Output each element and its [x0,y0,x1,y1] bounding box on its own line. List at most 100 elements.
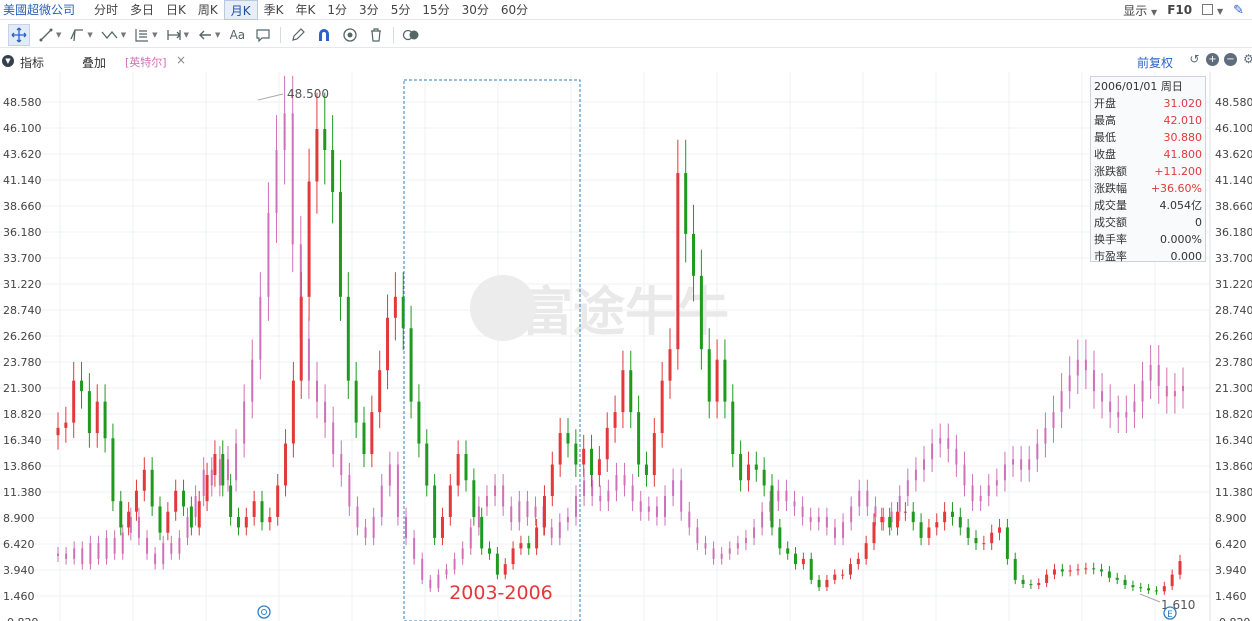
candle-body [1060,569,1064,572]
candle-body [338,191,342,297]
candle-body [615,475,618,491]
stock-name[interactable]: 美國超微公司 [3,3,76,17]
candle-body [158,506,162,533]
period-tab[interactable]: 30分 [461,3,489,17]
candle-body [639,501,642,512]
display-menu[interactable]: 显示 ▼ [1123,2,1157,19]
measure-tool[interactable]: ▼ [166,24,189,46]
candle-body [1084,568,1088,570]
indicator-button[interactable]: 指标 [20,56,45,70]
info-row: 最高 42.010 [1091,112,1205,129]
info-key: 涨跌额 [1094,165,1127,178]
text-tool[interactable]: Aa [228,24,246,46]
y-tick-label-right: 11.380 [1215,486,1252,499]
candle-body [315,129,319,182]
overlay-button[interactable]: 叠加 [82,56,107,70]
period-tab[interactable]: 多日 [130,3,155,17]
candle-body [704,543,707,549]
candle-body [456,454,460,486]
channel-tool[interactable]: ▼ [69,24,93,46]
y-tick-label-right: 33.700 [1215,252,1252,265]
candle-body [283,113,286,151]
y-tick-label-left: 48.580 [3,96,42,109]
candle-body [243,401,246,444]
pen-icon[interactable]: ✎ [1233,2,1244,18]
candle-body [229,485,233,517]
candle-body [848,564,852,575]
max-marker-line [257,93,284,101]
candle-body [1101,391,1104,402]
candle-body [331,150,335,192]
candle-body [914,469,917,481]
period-tab[interactable]: 3分 [359,3,379,17]
candle-body [753,527,756,538]
kline-chart[interactable]: 富途牛牛 2003-2006 48.500 1.610 48.580 48.580… [0,72,1252,621]
undo-icon[interactable]: ↺ [1189,52,1200,66]
y-tick-label-left: 38.660 [3,200,42,213]
candle-body [244,516,248,528]
f10-button[interactable]: F10 [1167,3,1193,17]
info-value: 31.020 [1163,97,1203,110]
candle-body [864,543,868,559]
fibonacci-tool[interactable]: ▼ [134,24,158,46]
line-tool[interactable]: ▼ [38,24,61,46]
layout-menu[interactable]: ▼ [1202,3,1223,17]
candle-body [607,490,610,502]
candle-body [684,173,688,234]
wave-tool[interactable]: ▼ [101,24,126,46]
event-marker-icon[interactable] [257,605,271,619]
close-icon[interactable]: × [176,53,187,67]
info-row: 成交额 0 [1091,214,1205,231]
period-tab[interactable]: 15分 [422,3,450,17]
period-tab[interactable]: 周K [197,3,218,17]
period-tab[interactable]: 1分 [327,3,348,17]
highlight-range-box[interactable] [403,79,581,621]
candle-body [966,527,970,538]
zoom-out-icon[interactable]: − [1224,53,1237,66]
candle-body [923,459,926,470]
candle-body [906,480,909,496]
draw-tool[interactable] [289,24,307,46]
visibility-tool[interactable] [341,24,359,46]
info-key: 最低 [1094,131,1116,144]
top-right-controls: 显示 ▼ F10 ▼ ✎ [1123,0,1244,20]
candle-body [64,422,68,428]
candle-body [943,511,947,523]
candle-body [1107,571,1111,578]
arrow-tool[interactable]: ▼ [197,24,220,46]
candle-body [785,490,788,502]
period-tab[interactable]: 季K [263,3,284,17]
watermark: 富途牛牛 [521,283,729,343]
candle-body [982,543,986,545]
candle-body [1139,587,1143,589]
zoom-in-icon[interactable]: + [1206,53,1219,66]
period-tab[interactable]: 月K [223,0,258,20]
chevron-down-icon[interactable]: ▼ [2,55,14,67]
settings-icon[interactable]: ⚙ [1243,52,1252,66]
earnings-marker-icon[interactable] [1163,606,1177,620]
overlay-tag[interactable]: [英特尔] [125,56,167,69]
adjust-button[interactable]: 前复权 [1137,56,1174,70]
candle-body [197,501,201,528]
candle-body [1154,590,1158,592]
crosshair-tool[interactable] [8,23,30,46]
candle-body [267,212,270,297]
note-tool[interactable] [254,24,272,46]
top-bar: 美國超微公司 分时 多日 日K 周K 月K 季K 年K 1分 3分 5分 15分 30分 60分 显示 … [0,0,1252,20]
candle-body [1037,583,1041,586]
compare-tool[interactable] [402,24,420,46]
candle-body [440,516,444,538]
candle-body [882,516,885,523]
candle-body [736,543,739,549]
period-tab[interactable]: 60分 [500,3,529,17]
period-tab[interactable]: 分时 [94,3,119,17]
candle-body [599,495,602,502]
candle-body [105,537,108,559]
period-tab[interactable]: 5分 [390,3,411,17]
y-tick-label-left: 28.740 [3,304,42,317]
y-tick-label-right: 38.660 [1215,200,1252,213]
magnet-tool[interactable] [315,24,333,46]
period-tab[interactable]: 年K [295,3,316,17]
period-tab[interactable]: 日K [166,3,186,17]
delete-tool[interactable] [367,24,385,46]
